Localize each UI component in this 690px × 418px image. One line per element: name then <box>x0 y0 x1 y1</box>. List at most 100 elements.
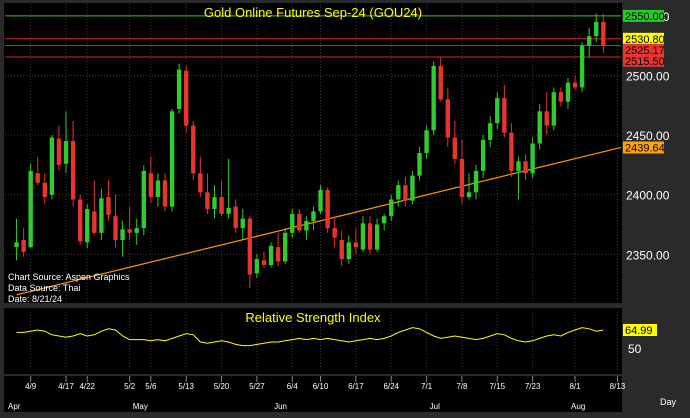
price-level-tag <box>623 54 664 67</box>
x-tick-label: 7/8 <box>456 382 468 391</box>
candle-body <box>389 199 394 217</box>
candle-body <box>191 125 196 174</box>
candle-body <box>85 209 90 243</box>
candle-body <box>120 229 125 241</box>
candle-body <box>452 137 458 159</box>
candle-body <box>367 223 373 250</box>
candle-body <box>537 111 542 144</box>
info-source: Chart Source: Aspen Graphics <box>8 272 130 282</box>
candle-body <box>558 92 564 102</box>
candle-body <box>99 198 104 233</box>
price-level-tag <box>623 32 664 45</box>
candle-body <box>148 173 154 198</box>
candle-body <box>205 192 210 210</box>
candle-body <box>480 139 486 171</box>
candle-body <box>176 69 182 109</box>
candle-body <box>495 98 500 124</box>
price-trendline <box>16 146 622 296</box>
x-tick-label: 5/6 <box>145 382 157 391</box>
candle-body <box>431 65 436 131</box>
candle-body <box>184 70 189 126</box>
candle-body <box>410 175 415 201</box>
candle-body <box>374 224 380 250</box>
candle-body <box>339 240 344 260</box>
candle-body <box>579 45 585 88</box>
candle-body <box>403 185 408 201</box>
candle-body <box>516 161 521 171</box>
x-tick-label: 6/24 <box>383 382 399 391</box>
candle-body <box>113 216 118 241</box>
rsi-value-tag <box>623 324 657 336</box>
x-tick-label: 7/23 <box>525 382 541 391</box>
x-tick-label: 8/13 <box>610 382 626 391</box>
trendline-value: 2439.64 <box>625 142 665 154</box>
chart-info: Chart Source: Aspen Graphics Data Source… <box>8 272 130 304</box>
candle-body <box>438 65 443 100</box>
rsi-current-value: 64.99 <box>625 325 653 337</box>
candle-body <box>275 247 281 262</box>
candle-body <box>346 242 352 260</box>
candle-body <box>311 211 316 221</box>
candle-body <box>523 161 528 174</box>
candle-body <box>572 82 578 88</box>
x-tick-label: 8/1 <box>569 382 581 391</box>
candle-body <box>240 218 245 229</box>
candle-body <box>14 242 19 248</box>
candle-body <box>155 180 161 198</box>
candle-body <box>261 260 267 266</box>
candle-body <box>325 189 330 229</box>
period-label: Day <box>660 397 677 407</box>
candle-body <box>466 192 472 198</box>
candle-body <box>601 21 606 46</box>
x-tick-label: 6/10 <box>313 382 329 391</box>
x-tick-label: 6/4 <box>287 382 299 391</box>
candle-body <box>332 228 337 238</box>
candle-body <box>353 242 359 248</box>
candle-body <box>594 21 599 37</box>
rsi-grid <box>30 312 618 372</box>
candle-body <box>42 182 48 198</box>
x-axis-panel <box>4 376 622 412</box>
candle-body <box>488 123 493 140</box>
x-tick-label: 5/2 <box>124 382 136 391</box>
candle-body <box>141 170 146 229</box>
candle-body <box>28 170 33 248</box>
candle-body <box>396 185 401 200</box>
candle-body <box>226 207 231 214</box>
x-month-label: May <box>133 402 148 411</box>
chart-title: Gold Online Futures Sep-24 (GOU24) <box>204 5 422 20</box>
candle-body <box>318 189 323 212</box>
candle-body <box>459 158 465 198</box>
candle-body <box>35 173 40 183</box>
candle-body <box>134 228 139 233</box>
candle-body <box>106 197 111 215</box>
candle-body <box>49 137 55 195</box>
candle-body <box>509 132 514 171</box>
candle-body <box>290 213 295 233</box>
candle-body <box>530 143 535 174</box>
candle-body <box>502 98 507 133</box>
x-axis: 4/9 4/17 4/22 5/2 5/6 5/13 5/20 5/27 6/4 6/10 6/17… <box>8 376 626 411</box>
candle-body <box>169 111 175 207</box>
rsi-y-tick-label: 50 <box>628 342 642 356</box>
candle-body <box>127 229 132 233</box>
rsi-y-axis: 50 64.99 <box>623 324 657 356</box>
candle-body <box>544 111 549 126</box>
x-tick-label: 4/22 <box>79 382 95 391</box>
candle-body <box>70 141 76 200</box>
rsi-series <box>16 327 604 347</box>
x-month-label: Jul <box>430 402 440 411</box>
x-month-label: Aug <box>571 402 585 411</box>
candle-body <box>445 99 450 138</box>
candle-body <box>198 173 203 193</box>
candle-body <box>360 223 366 250</box>
price-y-tick-label: 2350.00 <box>626 248 670 262</box>
candle-body <box>21 240 26 252</box>
price-level-tag <box>623 43 664 56</box>
price-y-tick-label: 2400.00 <box>626 189 670 203</box>
x-month-label: Apr <box>8 402 21 411</box>
candle-body <box>381 216 387 224</box>
candle-body <box>63 141 69 164</box>
x-tick-label: 6/17 <box>348 382 364 391</box>
